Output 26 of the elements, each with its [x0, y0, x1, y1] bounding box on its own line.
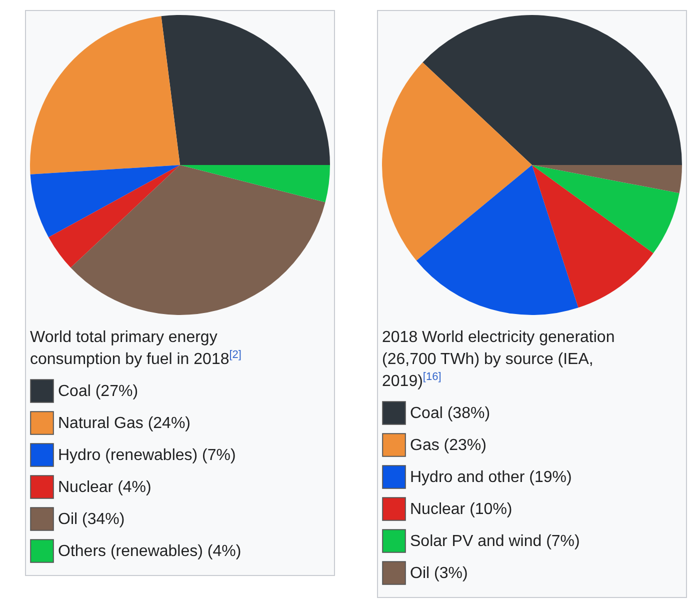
- pie-slice: [48, 165, 180, 268]
- text: World total primary energy consumption by fuel in 2018$^{[2]}$: [30, 329, 242, 368]
- pie-slice: [532, 165, 654, 308]
- pie-slice: [30, 16, 180, 174]
- pie-slice: [161, 15, 330, 165]
- legend-label: Gas (23%): [410, 437, 486, 454]
- legend-label: Oil (34%): [58, 511, 125, 528]
- pie-slice: [422, 15, 682, 165]
- pie-slice: [416, 165, 578, 315]
- legend-label: Others (renewables) (4%): [58, 543, 242, 560]
- text: 2018 World electricity generation (26,700 TWh) by source (IEA, 2019)$^{[16]}$: [382, 329, 615, 390]
- pie-slice: [180, 165, 330, 202]
- pie-slice: [532, 165, 682, 194]
- legend-label: Hydro (renewables) (7%): [58, 447, 236, 464]
- legend-label: Natural Gas (24%): [58, 415, 190, 432]
- pie-slice: [382, 62, 532, 261]
- legend-label: Hydro and other (19%): [410, 469, 572, 486]
- pie-slice: [30, 165, 180, 238]
- pie-slice: [532, 165, 680, 254]
- legend-label: Coal (38%): [410, 405, 490, 422]
- legend-label: Oil (3%): [410, 565, 468, 582]
- pie-slice: [70, 165, 326, 315]
- legend-label: Nuclear (4%): [58, 479, 152, 496]
- legend-label: Nuclear (10%): [410, 501, 512, 518]
- legend-label: Solar PV and wind (7%): [410, 533, 580, 550]
- legend-label: Coal (27%): [58, 383, 138, 400]
